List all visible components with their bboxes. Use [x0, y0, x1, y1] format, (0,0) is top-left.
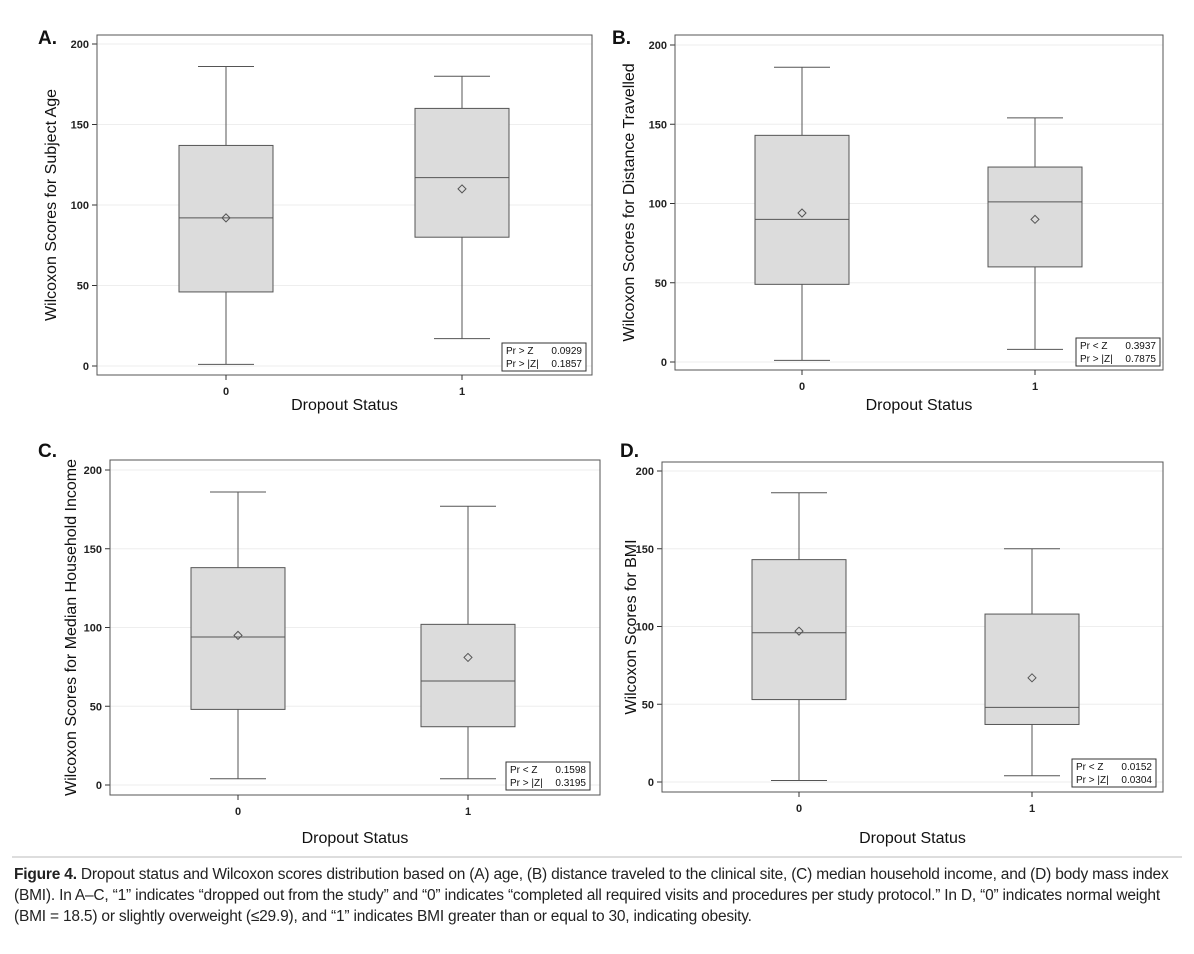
y-tick-label: 100 — [71, 200, 89, 212]
box — [987, 166, 1083, 268]
mean-marker — [1027, 673, 1037, 683]
mean-marker — [1030, 214, 1040, 225]
y-tick-label: 50 — [655, 278, 667, 290]
y-tick-label: 200 — [84, 465, 102, 477]
plot-frame — [109, 459, 601, 796]
box — [751, 559, 847, 701]
panel-label: D. — [620, 441, 639, 462]
stat-value: 0.7875 — [1125, 354, 1156, 365]
x-tick-label: 0 — [796, 803, 802, 815]
plot-frame — [661, 461, 1164, 793]
stat-label: Pr > |Z| — [506, 359, 539, 370]
y-tick-label: 150 — [84, 544, 102, 556]
mean-marker — [794, 626, 804, 636]
caption-label: Figure 4. — [14, 866, 77, 883]
stat-value: 0.0304 — [1121, 775, 1152, 786]
figure-caption: Figure 4. Dropout status and Wilcoxon sc… — [14, 864, 1184, 927]
x-axis-label: Dropout Status — [866, 397, 973, 414]
y-tick-label: 150 — [636, 544, 654, 556]
y-tick-label: 200 — [636, 466, 654, 478]
mean-marker — [797, 208, 807, 218]
panel-label: C. — [38, 441, 57, 462]
stat-value: 0.0152 — [1121, 762, 1152, 773]
stat-value: 0.3195 — [555, 778, 586, 789]
stat-value: 0.0929 — [551, 346, 582, 357]
stat-value: 0.3937 — [1125, 341, 1156, 352]
mean-marker — [233, 630, 243, 641]
y-tick-label: 100 — [649, 199, 667, 211]
stat-label: Pr > |Z| — [1076, 775, 1109, 786]
x-tick-label: 1 — [1032, 381, 1038, 393]
stats-box — [1075, 337, 1161, 367]
y-tick-label: 100 — [84, 623, 102, 635]
caption-text: Dropout status and Wilcoxon scores distr… — [14, 866, 1169, 925]
x-tick-label: 0 — [223, 386, 229, 398]
stats-box — [1071, 758, 1157, 788]
stat-label: Pr > Z — [506, 346, 534, 357]
stats-box — [505, 761, 591, 791]
box — [754, 134, 850, 285]
y-tick-label: 0 — [661, 357, 667, 369]
panel-a: A. 0 50 100 150 200 Wilcoxon Scores for Subjec… — [38, 28, 593, 414]
x-tick-label: 1 — [465, 806, 471, 818]
panel-c: C. 0 50 100 150 200 Wilcoxon Scores for Median… — [38, 441, 601, 847]
box — [420, 623, 516, 728]
mean-marker — [457, 184, 467, 194]
y-tick-label: 150 — [649, 119, 667, 131]
stat-label: Pr > |Z| — [510, 778, 543, 789]
stats-box — [501, 342, 587, 372]
y-tick-label: 100 — [636, 622, 654, 634]
stat-value: 0.1598 — [555, 765, 586, 776]
box — [414, 107, 510, 238]
x-axis-label: Dropout Status — [302, 830, 409, 847]
x-tick-label: 0 — [799, 381, 805, 393]
y-tick-label: 0 — [83, 361, 89, 373]
stat-label: Pr < Z — [510, 765, 538, 776]
stat-label: Pr > |Z| — [1080, 354, 1113, 365]
y-tick-label: 0 — [648, 777, 654, 789]
y-axis-label: Wilcoxon Scores for BMI — [623, 539, 640, 714]
x-tick-label: 1 — [459, 386, 465, 398]
box — [190, 567, 286, 710]
plot-frame — [96, 34, 593, 376]
y-tick-label: 50 — [642, 699, 654, 711]
mean-marker — [221, 213, 231, 223]
y-tick-label: 50 — [90, 701, 102, 713]
panel-b: B. 0 50 100 150 200 Wilcoxon Scores for Distan… — [612, 28, 1164, 414]
panel-label: A. — [38, 28, 57, 49]
box — [178, 144, 274, 293]
y-axis-label: Wilcoxon Scores for Median Household Inc… — [63, 459, 80, 796]
x-axis-label: Dropout Status — [859, 830, 966, 847]
stat-value: 0.1857 — [551, 359, 582, 370]
plot-frame — [674, 34, 1164, 371]
mean-marker — [463, 652, 473, 663]
y-tick-label: 50 — [77, 281, 89, 293]
y-tick-label: 150 — [71, 120, 89, 132]
stat-label: Pr < Z — [1080, 341, 1108, 352]
panel-label: B. — [612, 28, 631, 49]
x-tick-label: 0 — [235, 806, 241, 818]
panel-d: D. 0 50 100 150 200 Wilcoxon Scores for BMI Dro… — [620, 441, 1164, 847]
y-tick-label: 0 — [96, 780, 102, 792]
y-tick-label: 200 — [71, 39, 89, 51]
y-axis-label: Wilcoxon Scores for Subject Age — [43, 89, 60, 321]
box — [984, 613, 1080, 725]
x-axis-label: Dropout Status — [291, 397, 398, 414]
x-tick-label: 1 — [1029, 803, 1035, 815]
y-axis-label: Wilcoxon Scores for Distance Travelled — [621, 63, 638, 341]
y-tick-label: 200 — [649, 40, 667, 52]
divider — [12, 856, 1182, 858]
stat-label: Pr < Z — [1076, 762, 1104, 773]
